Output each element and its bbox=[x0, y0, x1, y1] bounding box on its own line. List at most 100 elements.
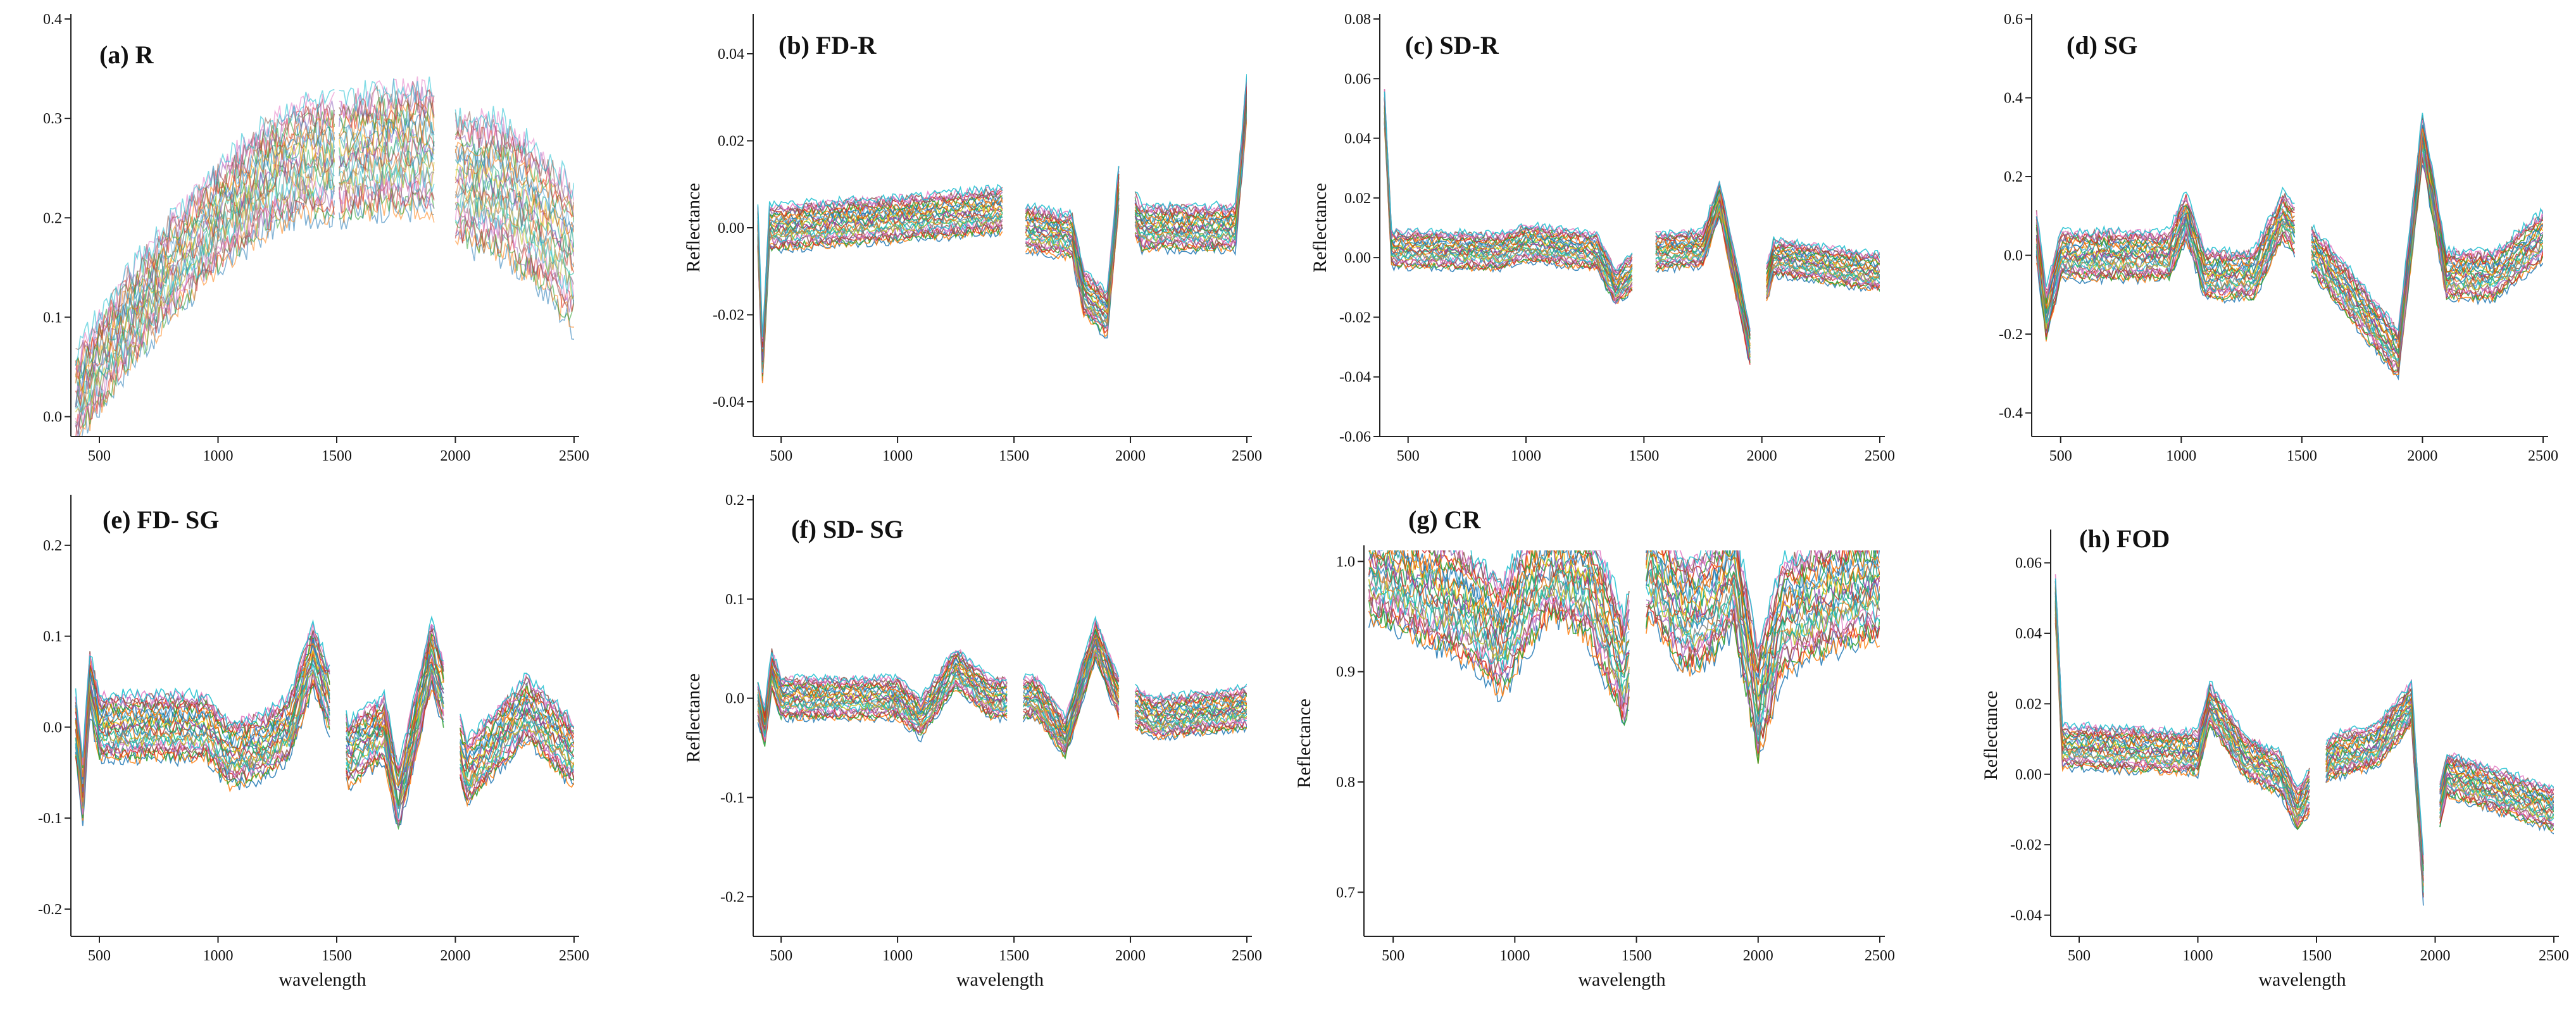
y-tick-label: -0.2 bbox=[720, 889, 744, 905]
series-line bbox=[1384, 105, 1880, 346]
y-tick-label: -0.02 bbox=[2010, 837, 2042, 853]
series-line bbox=[1384, 120, 1880, 356]
series-line bbox=[2035, 113, 2543, 332]
series-line bbox=[75, 615, 574, 766]
y-tick-label: -0.06 bbox=[1339, 429, 1371, 445]
y-tick-label: -0.02 bbox=[1339, 309, 1371, 326]
x-tick-label: 500 bbox=[770, 448, 792, 464]
y-tick-label: -0.1 bbox=[38, 810, 62, 827]
panel-title: (h) FOD bbox=[2079, 524, 2170, 553]
series-line bbox=[1384, 118, 1880, 350]
series-line bbox=[2054, 581, 2554, 864]
y-tick-label: -0.2 bbox=[1999, 326, 2023, 343]
x-axis-title: wavelength bbox=[1578, 969, 1665, 990]
panel-g: 500 1000 1500 2000 2500 0.7 0.8 0.9 1.0 (g) CR Ref… bbox=[1294, 506, 1895, 990]
series-group-c bbox=[1384, 89, 1880, 365]
y-tick-label: 0.2 bbox=[43, 210, 62, 226]
x-tick-label: 2500 bbox=[2539, 948, 2569, 964]
y-tick-label: 0.06 bbox=[2015, 555, 2042, 572]
series-line bbox=[757, 76, 1247, 340]
x-tick-label: 2000 bbox=[1115, 448, 1146, 464]
x-tick-label: 1000 bbox=[2183, 948, 2213, 964]
panel-f: 500 1000 1500 2000 2500 -0.2 -0.1 0.0 0.1 0.2 (f) … bbox=[683, 492, 1262, 990]
panel-title: (e) FD- SG bbox=[103, 506, 219, 534]
y-tick-label: -0.1 bbox=[720, 790, 744, 806]
x-tick-label: 500 bbox=[88, 448, 111, 464]
y-axis-title: Reflectance bbox=[1310, 183, 1330, 273]
series-line bbox=[2054, 578, 2554, 855]
series-line bbox=[2054, 602, 2554, 881]
y-tick-label: 0.00 bbox=[2015, 767, 2042, 783]
series-line bbox=[1424, 550, 1830, 662]
y-tick-label: 0.1 bbox=[725, 592, 744, 608]
x-tick-label: 1000 bbox=[203, 948, 234, 964]
x-tick-label: 2000 bbox=[1743, 948, 1773, 964]
y-tick-label: -0.04 bbox=[1339, 369, 1371, 386]
x-axis-title: wavelength bbox=[2258, 969, 2346, 990]
y-tick-label: 0.04 bbox=[2015, 626, 2042, 642]
x-tick-label: 1000 bbox=[2166, 448, 2196, 464]
x-tick-label: 1500 bbox=[2301, 948, 2332, 964]
panel-a: 500 1000 1500 2000 2500 0.0 0.1 0.2 0.3 0.4 (a) R bbox=[43, 11, 589, 464]
series-line bbox=[1384, 89, 1880, 331]
x-tick-label: 1500 bbox=[2287, 448, 2317, 464]
y-tick-label: -0.02 bbox=[713, 307, 744, 324]
x-tick-label: 1500 bbox=[322, 948, 352, 964]
panel-title: (d) SG bbox=[2066, 31, 2137, 59]
x-tick-label: 500 bbox=[88, 948, 111, 964]
x-tick-label: 2000 bbox=[2407, 448, 2437, 464]
y-tick-label: 0.0 bbox=[43, 719, 62, 736]
y-tick-label: 0.0 bbox=[725, 691, 744, 707]
series-line bbox=[1384, 112, 1880, 345]
series-group-d bbox=[2035, 113, 2543, 381]
series-group-g bbox=[1368, 550, 1880, 764]
x-tick-label: 2500 bbox=[559, 448, 589, 464]
series-line bbox=[757, 116, 1247, 381]
series-line bbox=[2054, 585, 2554, 866]
panel-b: 500 1000 1500 2000 2500 -0.04 -0.02 0.00 0.02 0.0… bbox=[683, 14, 1262, 464]
y-axis-title: Reflectance bbox=[1980, 691, 2001, 781]
x-tick-label: 500 bbox=[1397, 448, 1420, 464]
y-tick-label: -0.04 bbox=[2010, 908, 2042, 924]
series-line bbox=[75, 96, 574, 380]
y-tick-label: 0.2 bbox=[43, 538, 62, 554]
y-tick-label: 0.02 bbox=[2015, 696, 2042, 712]
y-tick-label: 0.06 bbox=[1344, 71, 1371, 87]
x-tick-label: 2000 bbox=[441, 448, 471, 464]
x-tick-label: 1500 bbox=[322, 448, 352, 464]
series-group-a bbox=[75, 76, 574, 437]
series-line bbox=[1384, 99, 1880, 336]
panel-e: 500 1000 1500 2000 2500 -0.2 -0.1 0.0 0.1 0.2 (e) … bbox=[38, 495, 589, 990]
panel-h: 500 1000 1500 2000 2500 -0.04 -0.02 0.00 0.02 0.0… bbox=[1980, 524, 2569, 990]
x-tick-label: 2500 bbox=[1232, 948, 1262, 964]
y-tick-label: 0.04 bbox=[1344, 131, 1371, 147]
series-line bbox=[1384, 91, 1880, 332]
series-line bbox=[2054, 592, 2554, 876]
y-axis-title: Reflectance bbox=[1294, 698, 1315, 788]
series-group-e bbox=[75, 615, 574, 831]
series-line bbox=[1384, 96, 1880, 339]
x-tick-label: 2000 bbox=[1115, 948, 1146, 964]
panel-title: (f) SD- SG bbox=[791, 515, 904, 543]
y-tick-label: 0.2 bbox=[725, 492, 744, 509]
series-line bbox=[1384, 97, 1880, 336]
x-tick-label: 2000 bbox=[441, 948, 471, 964]
series-line bbox=[1384, 108, 1880, 347]
y-tick-label: 0.1 bbox=[43, 309, 62, 326]
y-tick-label: 0.00 bbox=[1344, 250, 1371, 266]
series-line bbox=[1384, 106, 1880, 339]
x-tick-label: 2500 bbox=[559, 948, 589, 964]
x-tick-label: 2500 bbox=[1865, 448, 1895, 464]
x-tick-label: 1000 bbox=[1511, 448, 1541, 464]
series-line bbox=[1453, 550, 1822, 649]
series-line bbox=[757, 116, 1247, 383]
y-tick-label: 0.0 bbox=[2004, 248, 2023, 264]
series-line bbox=[1384, 89, 1880, 336]
panel-d: 500 1000 1500 2000 2500 -0.4 -0.2 0.0 0.2 0.4 0.6 (… bbox=[1999, 11, 2558, 464]
y-tick-label: 0.00 bbox=[718, 220, 744, 237]
series-line bbox=[1384, 118, 1880, 359]
series-line bbox=[1368, 609, 1880, 757]
x-axis-title: wavelength bbox=[278, 969, 366, 990]
x-tick-label: 2500 bbox=[2528, 448, 2558, 464]
